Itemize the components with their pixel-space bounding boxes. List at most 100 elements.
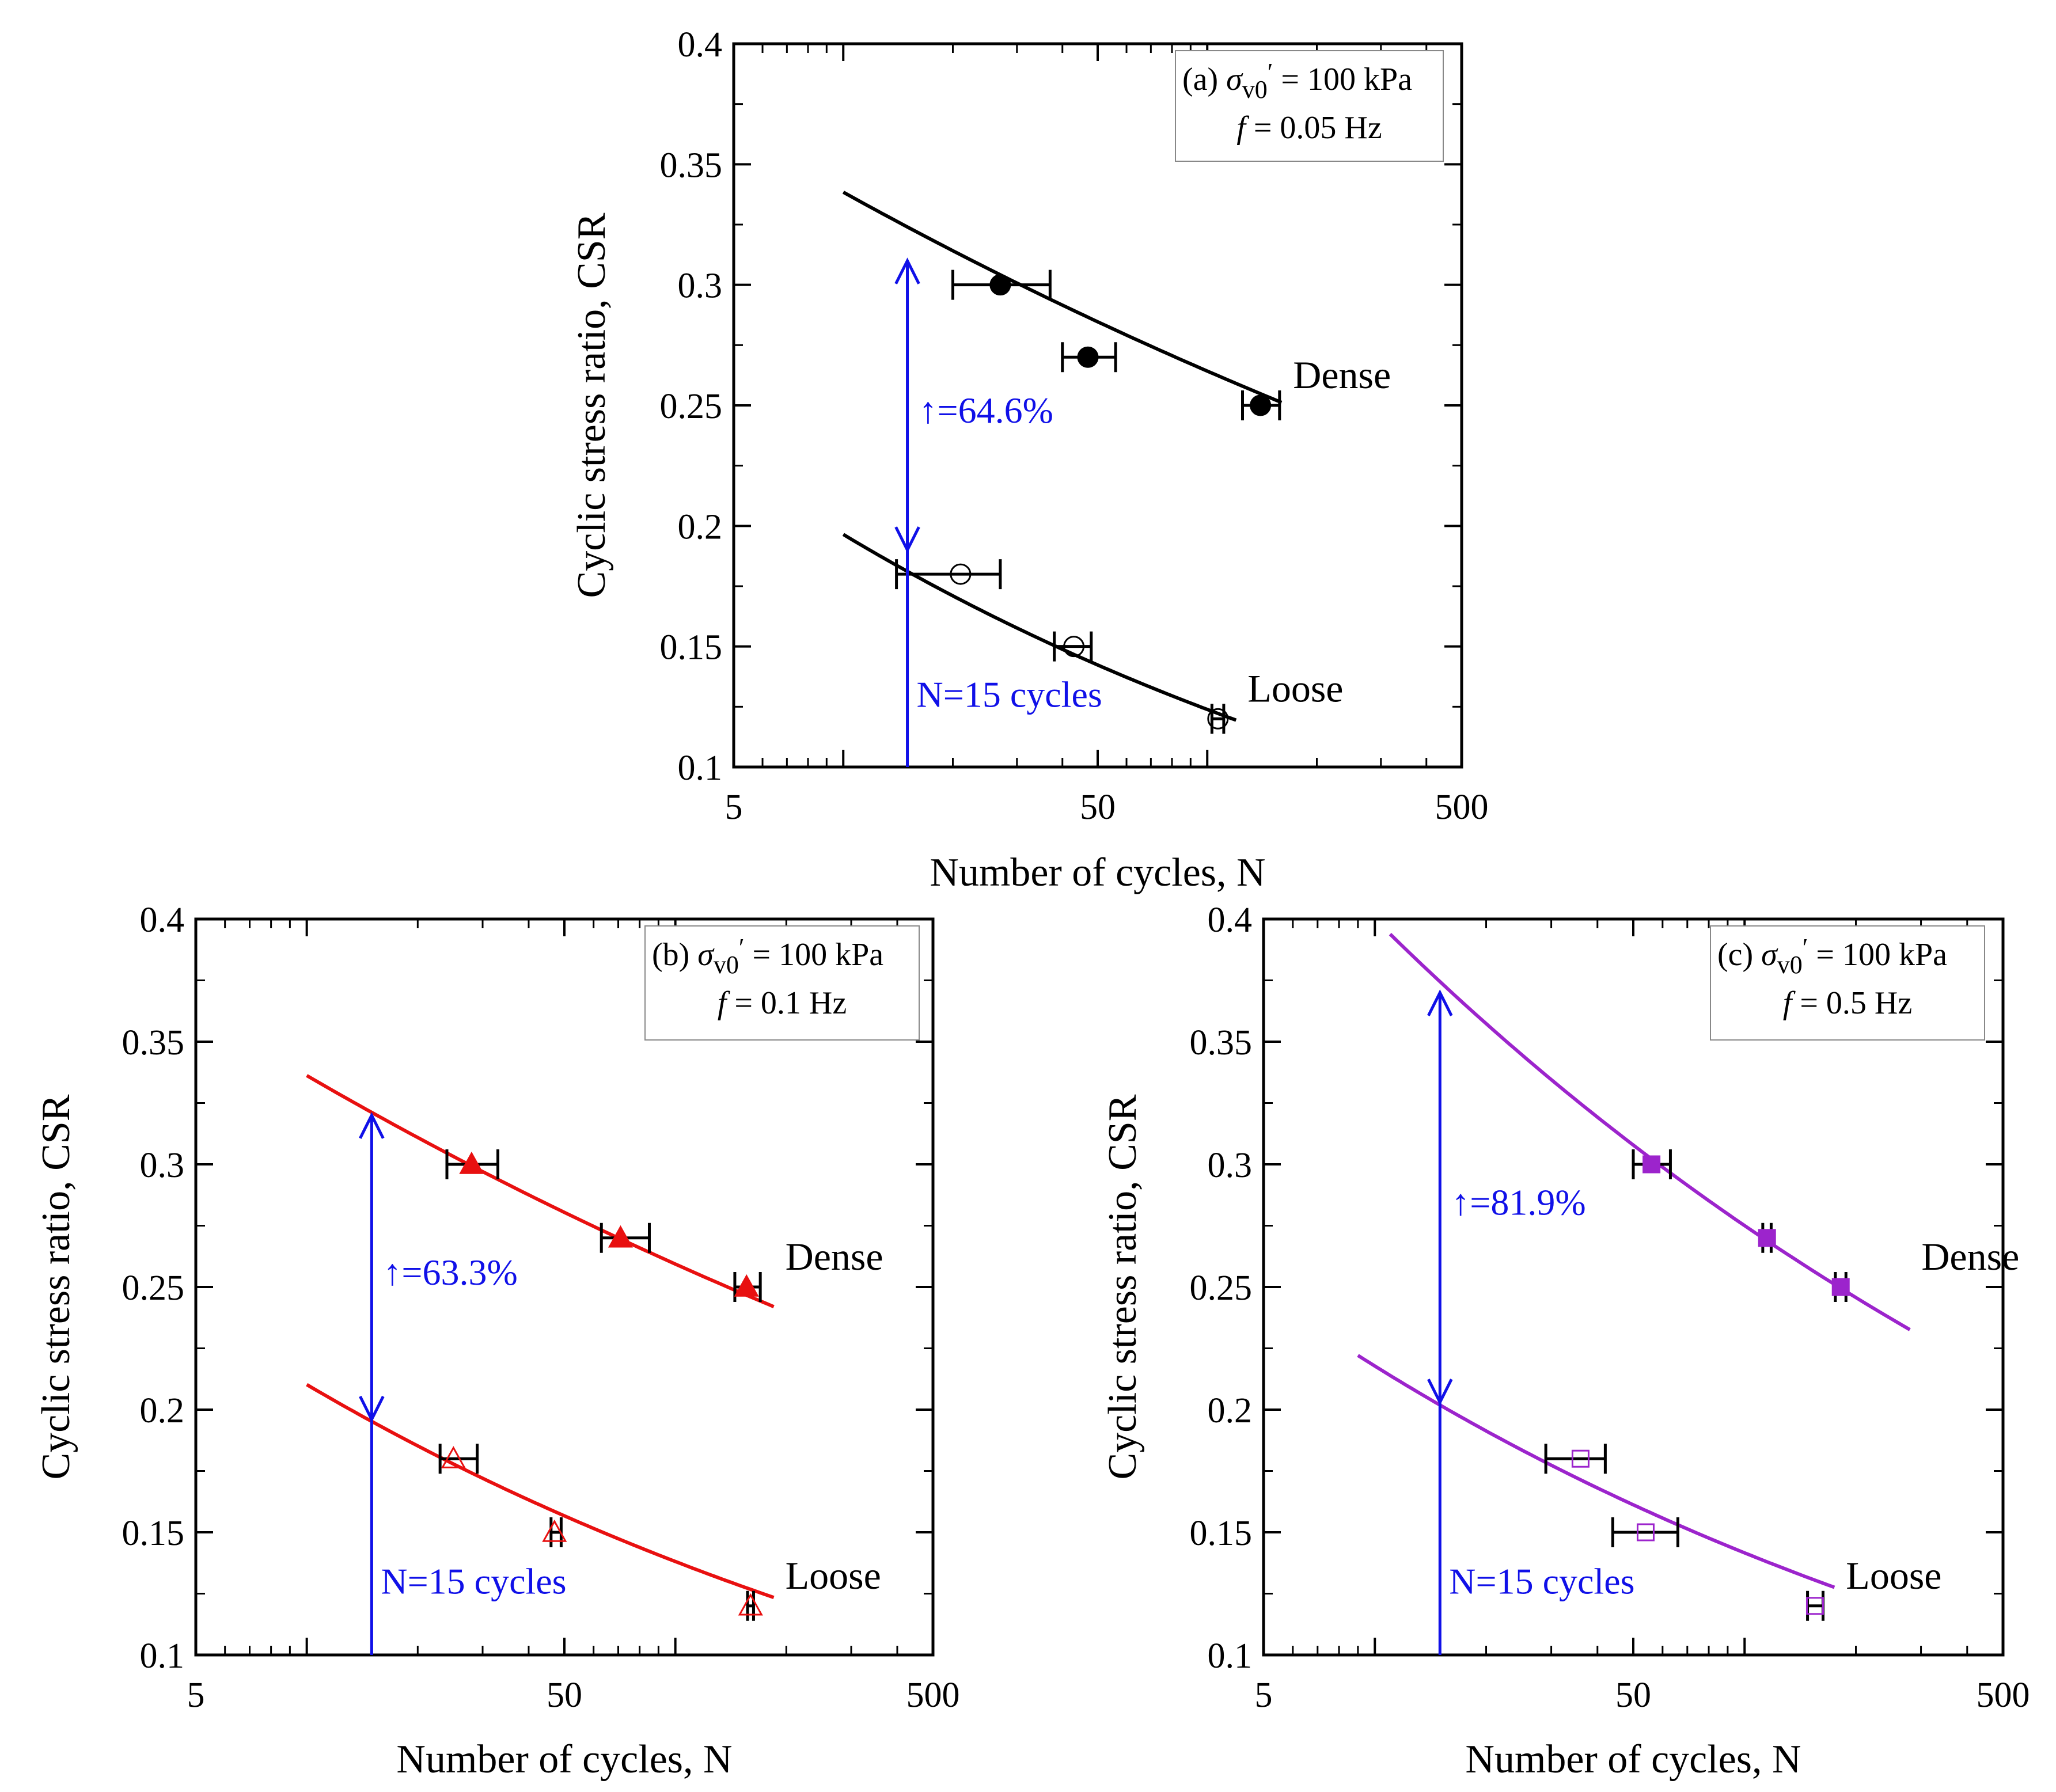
legend-frame bbox=[1175, 50, 1444, 162]
x-tick-label: 50 bbox=[1080, 788, 1116, 827]
arrow-head-down bbox=[359, 1395, 385, 1423]
data-point bbox=[989, 274, 1011, 296]
legend-stress-value: = 100 kPa bbox=[745, 937, 884, 973]
legend-freq-value: = 0.5 Hz bbox=[1792, 985, 1912, 1021]
fit-curve-loose bbox=[1357, 1354, 1835, 1589]
legend-prefix: (c) bbox=[1717, 937, 1761, 973]
series-label-dense: Dense bbox=[1921, 1235, 2019, 1278]
legend-frequency-line: f = 0.5 Hz bbox=[1783, 985, 1912, 1021]
x-axis-title: Number of cycles, N bbox=[396, 1737, 732, 1782]
fit-curve-loose bbox=[306, 1383, 775, 1600]
data-point bbox=[950, 563, 972, 585]
series-loose bbox=[1357, 1354, 1835, 1621]
y-tick-label: 0.15 bbox=[660, 628, 723, 667]
legend-stress-line: (b) σv0′ = 100 kPa bbox=[652, 933, 883, 979]
y-tick-label: 0.35 bbox=[122, 1023, 185, 1062]
legend-frequency-line: f = 0.1 Hz bbox=[718, 985, 847, 1021]
y-tick-label: 0.2 bbox=[678, 507, 723, 546]
series-label-loose: Loose bbox=[786, 1554, 881, 1597]
legend-sigma: σ bbox=[1226, 62, 1243, 97]
legend-prime: ′ bbox=[1803, 933, 1808, 962]
data-point bbox=[1636, 1523, 1655, 1542]
annotation: ↑=64.6% N=15 cycles bbox=[894, 257, 1102, 767]
increase-label: ↑=64.6% bbox=[919, 390, 1053, 431]
legend-box: (b) σv0′ = 100 kPa f = 0.1 Hz bbox=[644, 925, 920, 1041]
legend-box: (a) σv0′ = 100 kPa f = 0.05 Hz bbox=[1175, 50, 1444, 162]
legend-stress-value: = 100 kPa bbox=[1273, 62, 1412, 97]
data-point bbox=[1758, 1229, 1776, 1247]
x-tick-label: 50 bbox=[1615, 1676, 1651, 1715]
legend-stress-line: (c) σv0′ = 100 kPa bbox=[1717, 933, 1947, 979]
legend-stress-value: = 100 kPa bbox=[1808, 937, 1947, 973]
legend-stress-line: (a) σv0′ = 100 kPa bbox=[1182, 58, 1412, 104]
y-axis-title: Cyclic stress ratio, CSR bbox=[34, 1094, 78, 1479]
series-label-loose: Loose bbox=[1846, 1554, 1941, 1597]
x-tick-label: 500 bbox=[1435, 788, 1489, 827]
series-dense bbox=[306, 1074, 775, 1308]
x-tick-label: 5 bbox=[187, 1676, 205, 1715]
data-point bbox=[459, 1151, 484, 1174]
legend-frequency-line: f = 0.05 Hz bbox=[1236, 110, 1382, 146]
arrow-head-down bbox=[894, 526, 920, 553]
series-dense bbox=[1389, 933, 1911, 1331]
cycles-label: N=15 cycles bbox=[1449, 1561, 1634, 1602]
arrow-head-up bbox=[359, 1112, 385, 1139]
data-point bbox=[542, 1519, 567, 1542]
cycles-label: N=15 cycles bbox=[381, 1561, 566, 1602]
arrow-head-up bbox=[1427, 989, 1453, 1016]
y-tick-label: 0.15 bbox=[122, 1514, 185, 1553]
increase-label: ↑=81.9% bbox=[1451, 1182, 1585, 1223]
x-tick-label: 5 bbox=[725, 788, 743, 827]
x-axis-title: Number of cycles, N bbox=[930, 851, 1265, 895]
y-axis-title: Cyclic stress ratio, CSR bbox=[570, 212, 614, 598]
panel-c: Number of cycles, N Cyclic stress ratio,… bbox=[1101, 901, 2030, 1782]
fit-curve-dense bbox=[842, 191, 1283, 404]
legend-prime: ′ bbox=[739, 933, 745, 962]
data-point bbox=[1571, 1449, 1590, 1468]
y-tick-label: 0.15 bbox=[1190, 1514, 1253, 1553]
increase-label: ↑=63.3% bbox=[383, 1252, 517, 1293]
data-point bbox=[608, 1225, 634, 1248]
fit-curve-dense bbox=[306, 1074, 775, 1308]
x-tick-label: 5 bbox=[1255, 1676, 1273, 1715]
data-point bbox=[1077, 346, 1099, 368]
legend-subscript: v0 bbox=[1777, 951, 1803, 979]
panel-b: Number of cycles, N Cyclic stress ratio,… bbox=[34, 901, 960, 1782]
legend-prefix: (a) bbox=[1182, 62, 1226, 97]
legend-frame bbox=[644, 925, 920, 1041]
y-tick-label: 0.1 bbox=[140, 1637, 185, 1676]
y-tick-label: 0.4 bbox=[1208, 901, 1253, 940]
legend-prefix: (b) bbox=[652, 937, 697, 973]
data-point bbox=[1642, 1155, 1661, 1174]
y-tick-label: 0.35 bbox=[1190, 1023, 1253, 1062]
y-tick-label: 0.25 bbox=[122, 1269, 185, 1308]
y-tick-label: 0.3 bbox=[140, 1146, 185, 1185]
annotation: ↑=63.3% N=15 cycles bbox=[359, 1112, 567, 1655]
y-tick-label: 0.35 bbox=[660, 146, 723, 185]
y-tick-label: 0.25 bbox=[660, 387, 723, 426]
legend-box: (c) σv0′ = 100 kPa f = 0.5 Hz bbox=[1710, 925, 1985, 1041]
legend-sigma: σ bbox=[1761, 937, 1778, 973]
data-point bbox=[1063, 636, 1085, 658]
data-point bbox=[1805, 1597, 1824, 1615]
y-tick-label: 0.2 bbox=[140, 1391, 185, 1430]
series-label-dense: Dense bbox=[786, 1235, 883, 1278]
data-point bbox=[1207, 708, 1229, 730]
arrow-head-up bbox=[894, 257, 920, 284]
legend-sigma: σ bbox=[697, 937, 715, 973]
x-axis-title: Number of cycles, N bbox=[1465, 1737, 1801, 1782]
y-tick-label: 0.4 bbox=[678, 25, 723, 64]
legend-frame bbox=[1710, 925, 1985, 1041]
series-label-loose: Loose bbox=[1247, 666, 1343, 710]
y-tick-label: 0.25 bbox=[1190, 1269, 1253, 1308]
annotation: ↑=81.9% N=15 cycles bbox=[1427, 989, 1635, 1655]
legend-freq-value: = 0.05 Hz bbox=[1246, 110, 1382, 146]
series-dense bbox=[842, 191, 1283, 420]
y-tick-label: 0.1 bbox=[1208, 1637, 1253, 1676]
x-tick-label: 50 bbox=[547, 1676, 582, 1715]
panel-a: Number of cycles, N Cyclic stress ratio,… bbox=[570, 25, 1489, 895]
y-tick-label: 0.1 bbox=[678, 749, 723, 788]
y-tick-label: 0.4 bbox=[140, 901, 185, 940]
legend-prime: ′ bbox=[1268, 58, 1273, 86]
